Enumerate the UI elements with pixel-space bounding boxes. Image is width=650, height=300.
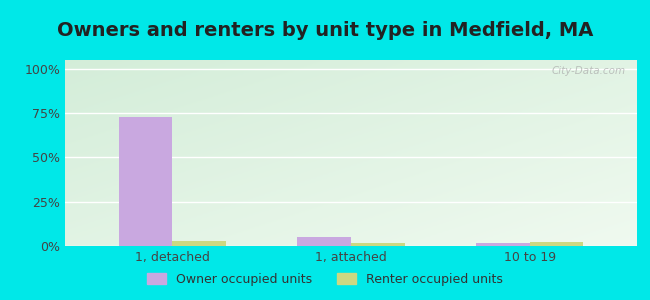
Bar <box>530 242 584 246</box>
Bar <box>118 117 172 246</box>
Bar <box>298 237 351 246</box>
Text: Owners and renters by unit type in Medfield, MA: Owners and renters by unit type in Medfi… <box>57 21 593 40</box>
Legend: Owner occupied units, Renter occupied units: Owner occupied units, Renter occupied un… <box>142 268 508 291</box>
Bar <box>351 243 404 246</box>
Bar <box>476 243 530 246</box>
Bar <box>172 241 226 246</box>
Text: City-Data.com: City-Data.com <box>551 66 625 76</box>
